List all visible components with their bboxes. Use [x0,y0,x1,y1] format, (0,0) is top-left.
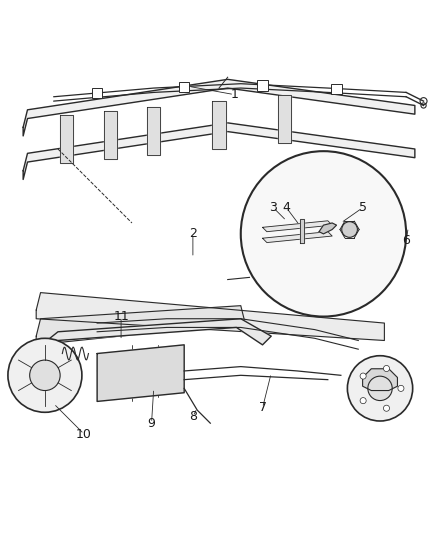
Text: 10: 10 [76,427,92,441]
Polygon shape [278,95,291,143]
Polygon shape [363,369,397,391]
Circle shape [360,398,366,403]
Circle shape [342,222,357,237]
Polygon shape [300,219,304,243]
Polygon shape [212,101,226,149]
Circle shape [368,376,392,400]
Circle shape [360,373,366,379]
Polygon shape [319,223,336,234]
Text: 11: 11 [113,310,129,323]
Bar [331,84,342,94]
Polygon shape [36,305,245,345]
Bar [179,82,189,92]
Polygon shape [60,115,73,163]
Text: 6: 6 [402,234,410,247]
Polygon shape [147,107,160,155]
Circle shape [8,338,82,413]
Text: 8: 8 [189,410,197,423]
Polygon shape [104,111,117,159]
Polygon shape [23,79,415,136]
Circle shape [383,405,389,411]
Circle shape [347,356,413,421]
Bar [92,87,102,98]
Text: 4: 4 [283,201,290,214]
Circle shape [398,385,404,391]
Text: 2: 2 [189,228,197,240]
Polygon shape [97,345,184,401]
Polygon shape [23,123,415,180]
Text: 5: 5 [359,201,367,214]
Text: 3: 3 [269,201,277,214]
Polygon shape [262,232,332,243]
Bar [257,80,268,91]
Circle shape [383,366,389,372]
Polygon shape [36,319,271,358]
Circle shape [241,151,406,317]
Text: 7: 7 [258,401,266,415]
Circle shape [30,360,60,391]
Polygon shape [36,293,385,341]
Polygon shape [262,221,332,232]
Text: 1: 1 [230,88,238,101]
Text: 9: 9 [148,417,155,430]
